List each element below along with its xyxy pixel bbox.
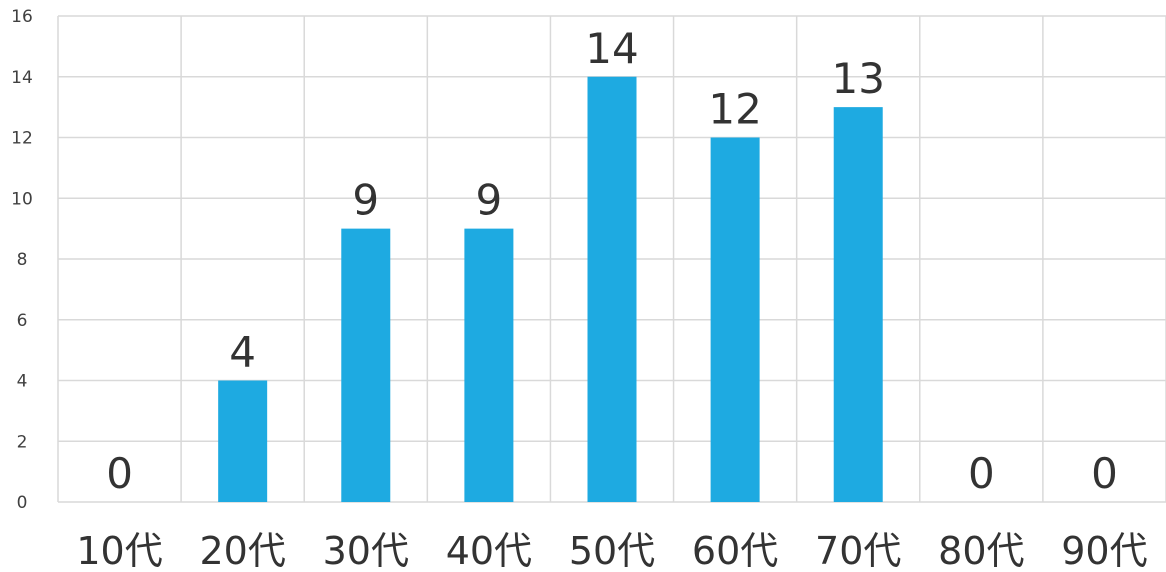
x-tick-label: 20代 (199, 529, 285, 572)
bar (587, 76, 637, 502)
data-label: 4 (229, 328, 256, 377)
x-tick-label: 60代 (692, 529, 778, 572)
y-tick-label: 2 (17, 432, 28, 452)
x-tick-label: 70代 (815, 529, 901, 572)
y-tick-label: 16 (11, 7, 33, 27)
bar (341, 228, 391, 502)
x-axis-ticks: 10代 20代 30代 40代 50代 60代 70代 80代 90代 (76, 529, 1147, 572)
x-tick-label: 30代 (323, 529, 409, 572)
y-tick-label: 8 (17, 250, 28, 270)
y-tick-label: 10 (11, 189, 33, 209)
bar (464, 228, 514, 502)
bars (218, 76, 883, 502)
data-label: 13 (831, 54, 884, 103)
x-tick-label: 90代 (1061, 529, 1147, 572)
data-label: 0 (1091, 449, 1118, 498)
bar (833, 107, 883, 502)
x-tick-label: 80代 (938, 529, 1024, 572)
y-tick-label: 12 (11, 129, 33, 149)
x-tick-label: 40代 (446, 529, 532, 572)
x-tick-label: 50代 (569, 529, 655, 572)
data-label: 0 (106, 449, 133, 498)
data-label: 12 (708, 85, 761, 134)
bar (218, 380, 268, 502)
y-axis-ticks: 0 2 4 6 8 10 12 14 16 (11, 7, 33, 513)
data-labels: 0 4 9 9 14 12 13 0 0 (106, 24, 1118, 498)
y-tick-label: 0 (17, 493, 28, 513)
y-tick-label: 4 (17, 372, 28, 392)
x-tick-label: 10代 (76, 529, 162, 572)
data-label: 0 (968, 449, 995, 498)
bar (710, 137, 760, 502)
y-tick-label: 6 (17, 311, 28, 331)
data-label: 9 (476, 176, 503, 225)
data-label: 9 (352, 176, 379, 225)
y-tick-label: 14 (11, 68, 33, 88)
data-label: 14 (585, 24, 638, 73)
